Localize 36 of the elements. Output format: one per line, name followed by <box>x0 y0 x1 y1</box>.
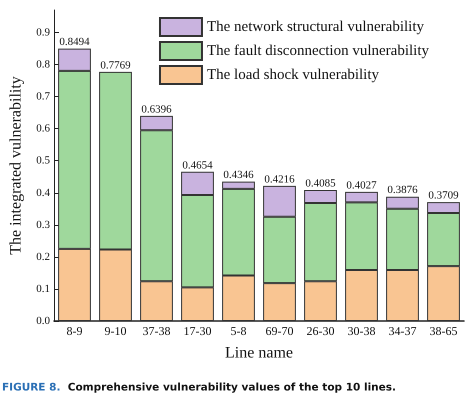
total-label: 0.4654 <box>182 159 214 172</box>
x-tick-label: 17-30 <box>184 324 212 338</box>
total-label: 0.8494 <box>59 36 90 48</box>
legend-label: The network structural vulnerability <box>206 19 424 35</box>
caption: FIGURE 8. Comprehensive vulnerability values of the top 10 lines. <box>2 382 396 394</box>
total-label: 0.6396 <box>141 103 172 116</box>
y-tick-label: 0.5 <box>36 154 50 167</box>
legend-label: The load shock vulnerability <box>206 67 380 83</box>
y-tick-label: 0.7 <box>36 90 50 103</box>
total-label: 0.3876 <box>387 184 418 196</box>
x-axis-title: Line name <box>225 344 293 362</box>
total-label: 0.4216 <box>264 173 296 186</box>
x-tick-label: 38-65 <box>430 324 458 338</box>
x-tick-label: 69-70 <box>266 324 294 338</box>
x-tick-label: 9-10 <box>104 324 126 338</box>
total-label: 0.4346 <box>223 169 254 182</box>
total-label: 0.7769 <box>100 59 132 72</box>
y-tick-label: 0.3 <box>36 218 50 231</box>
x-tick-label: 26-30 <box>306 324 334 338</box>
x-tick-label: 34-37 <box>388 324 416 338</box>
y-tick-label: 0.6 <box>36 122 50 135</box>
y-tick-label: 0.2 <box>36 250 50 263</box>
x-tick-label: 5-8 <box>230 324 246 338</box>
total-label: 0.4085 <box>305 178 336 190</box>
y-tick-label: 0.0 <box>36 315 50 327</box>
y-tick-label: 0.8 <box>36 58 50 71</box>
x-tick-label: 8-9 <box>66 324 82 338</box>
x-tick-label: 37-38 <box>142 324 170 338</box>
x-tick-label: 30-38 <box>348 324 376 338</box>
total-label: 0.3709 <box>428 190 460 202</box>
legend-label: The fault disconnection vulnerability <box>206 43 430 59</box>
y-tick-label: 0.1 <box>36 282 50 295</box>
y-tick-label: 0.4 <box>36 186 50 199</box>
y-tick-label: 0.9 <box>36 26 50 38</box>
y-axis-title: The integrated vulnerability <box>8 76 24 255</box>
total-label: 0.4027 <box>346 179 378 192</box>
